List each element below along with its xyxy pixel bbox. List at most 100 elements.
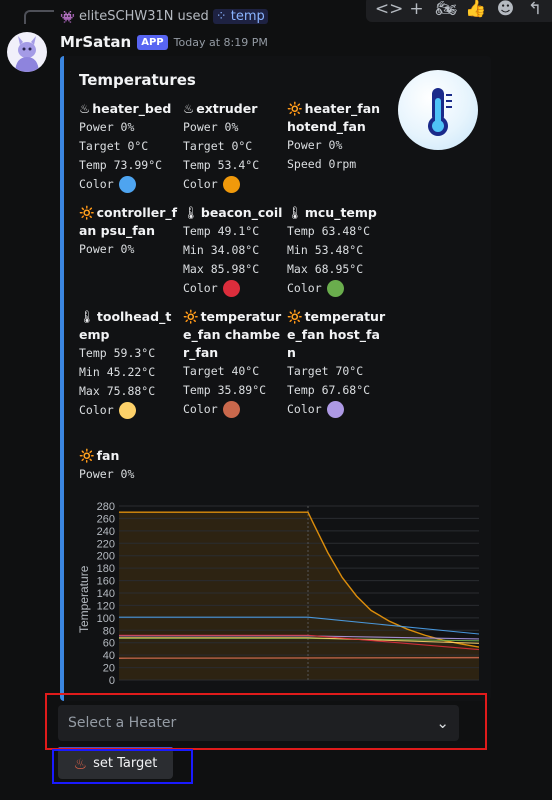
embed-field-heater-bed: ♨ heater_bed Power 0% Target 0°C Temp 73.99°… [79,100,179,194]
field-value: Target 0°C [79,137,179,156]
chart-ytick-label: 60 [103,638,115,650]
chart-ytick-label: 260 [97,513,115,525]
field-value: Temp 35.89°C [183,381,283,400]
command-mention[interactable]: ⁘ temp [213,9,268,24]
button-highlight-box [52,749,193,784]
thermometer-thumbnail[interactable] [398,70,478,150]
field-value-text: Min 53.48°C [287,241,363,260]
embed-code-icon[interactable]: <> [375,0,399,19]
avatar[interactable] [7,32,47,72]
field-value-text: Temp 35.89°C [183,381,266,400]
field-value-text: Temp 59.3°C [79,344,155,363]
chart-ytick-label: 200 [97,551,115,563]
field-icon: 🔆 [79,205,95,220]
field-value-text: Color [79,175,114,194]
england-flag-icon[interactable]: + [404,0,428,19]
field-value: Power 0% [79,240,179,259]
field-icon: 🌡 [287,205,303,220]
command-name: temp [231,9,265,24]
color-swatch [327,401,344,418]
embed-field-beacon-coil: 🌡 beacon_coil Temp 49.1°C Min 34.08°C Max 85… [183,204,283,298]
field-value-text: Temp 49.1°C [183,222,259,241]
replied-user[interactable]: eliteSCHW31N [79,9,174,24]
field-value-text: Max 68.95°C [287,260,363,279]
bot-avatar-icon [7,32,47,72]
timestamp[interactable]: Today at 8:19 PM [174,36,268,49]
field-value: Temp 73.99°C [79,156,179,175]
select-highlight-box [45,693,487,750]
field-value: Color [287,400,387,419]
chart-ytick-label: 160 [97,576,115,588]
field-value-text: Power 0% [79,118,134,137]
field-value: Target 0°C [183,137,283,156]
chart-ytick-label: 280 [97,501,115,513]
field-value-text: Target 0°C [183,137,252,156]
message-header: MrSatan APP Today at 8:19 PM [60,33,268,51]
add-reaction-icon[interactable]: ☻ [493,0,517,19]
reply-icon[interactable]: ↰ [523,0,547,19]
field-name: 🌡 mcu_temp [287,204,387,222]
field-value-text: Temp 53.4°C [183,156,259,175]
embed-field-mcu-temp: 🌡 mcu_temp Temp 63.48°C Min 53.48°C Max 68.9… [287,204,387,298]
chart-ytick-label: 0 [109,675,115,687]
field-value: Power 0% [183,118,283,137]
embed-field-temperature-fan-chamber-fan: 🔆 temperature_fan chamber_fan Target 40°C T… [183,308,283,419]
field-name: 🔆 fan [79,447,179,465]
author-name[interactable]: MrSatan [60,33,131,51]
field-name: ♨ extruder [183,100,283,118]
field-value-text: Max 85.98°C [183,260,259,279]
field-value-text: Power 0% [183,118,238,137]
field-value: Speed 0rpm [287,155,387,174]
color-swatch [119,176,136,193]
field-title: fan [97,448,120,463]
field-value-text: Color [183,175,218,194]
replied-user-avatar-icon: 👾 [60,10,75,24]
field-value-text: Color [183,279,218,298]
field-value-text: Power 0% [287,136,342,155]
field-value: Temp 63.48°C [287,222,387,241]
field-value-text: Temp 73.99°C [79,156,162,175]
field-name: 🌡 beacon_coil [183,204,283,222]
message-toolbar: <> + 🏍 👍 ☻ ↰ [366,0,552,22]
field-name: 🌡 toolhead_temp [79,308,179,344]
field-value: Max 85.98°C [183,260,283,279]
field-value: Temp 59.3°C [79,344,179,363]
color-swatch [119,402,136,419]
field-title: mcu_temp [305,205,377,220]
field-value-text: Temp 67.68°C [287,381,370,400]
field-name: 🔆 controller_fan psu_fan [79,204,179,240]
field-icon: 🔆 [287,309,303,324]
chart-ytick-label: 20 [103,663,115,675]
embed-card: Temperatures ♨ heater_bed Power 0% Target 0… [60,56,491,701]
chart-series-6 [119,658,479,659]
chart-ytick-label: 220 [97,538,115,550]
chart-ytick-label: 120 [97,600,115,612]
field-value-text: Target 70°C [287,362,363,381]
field-value: Power 0% [79,118,179,137]
color-swatch [223,280,240,297]
custom-emoji-icon[interactable]: 🏍 [434,0,458,19]
chart-ytick-label: 180 [97,563,115,575]
chart-ytick-label: 240 [97,526,115,538]
field-value: Temp 53.4°C [183,156,283,175]
reply-verb: used [178,9,209,24]
field-title: heater_bed [92,101,171,116]
chart-ytick-label: 100 [97,613,115,625]
color-swatch [223,176,240,193]
field-value-text: Color [183,400,218,419]
field-value: Color [287,279,387,298]
thumbs-up-icon[interactable]: 👍 [464,0,488,19]
field-value-text: Power 0% [79,240,134,259]
field-value-text: Target 0°C [79,137,148,156]
field-icon: 🌡 [79,309,95,324]
chart-ylabel: Temperature [77,565,91,633]
field-icon: 🔆 [287,101,303,116]
field-value: Target 40°C [183,362,283,381]
field-name: 🔆 heater_fan hotend_fan [287,100,387,136]
reply-context[interactable]: 👾 eliteSCHW31N used ⁘ temp [60,9,268,24]
field-title: beacon_coil [201,205,283,220]
field-name: 🔆 temperature_fan chamber_fan [183,308,283,362]
field-value: Max 68.95°C [287,260,387,279]
field-title: extruder [196,101,257,116]
app-badge: APP [137,35,167,50]
